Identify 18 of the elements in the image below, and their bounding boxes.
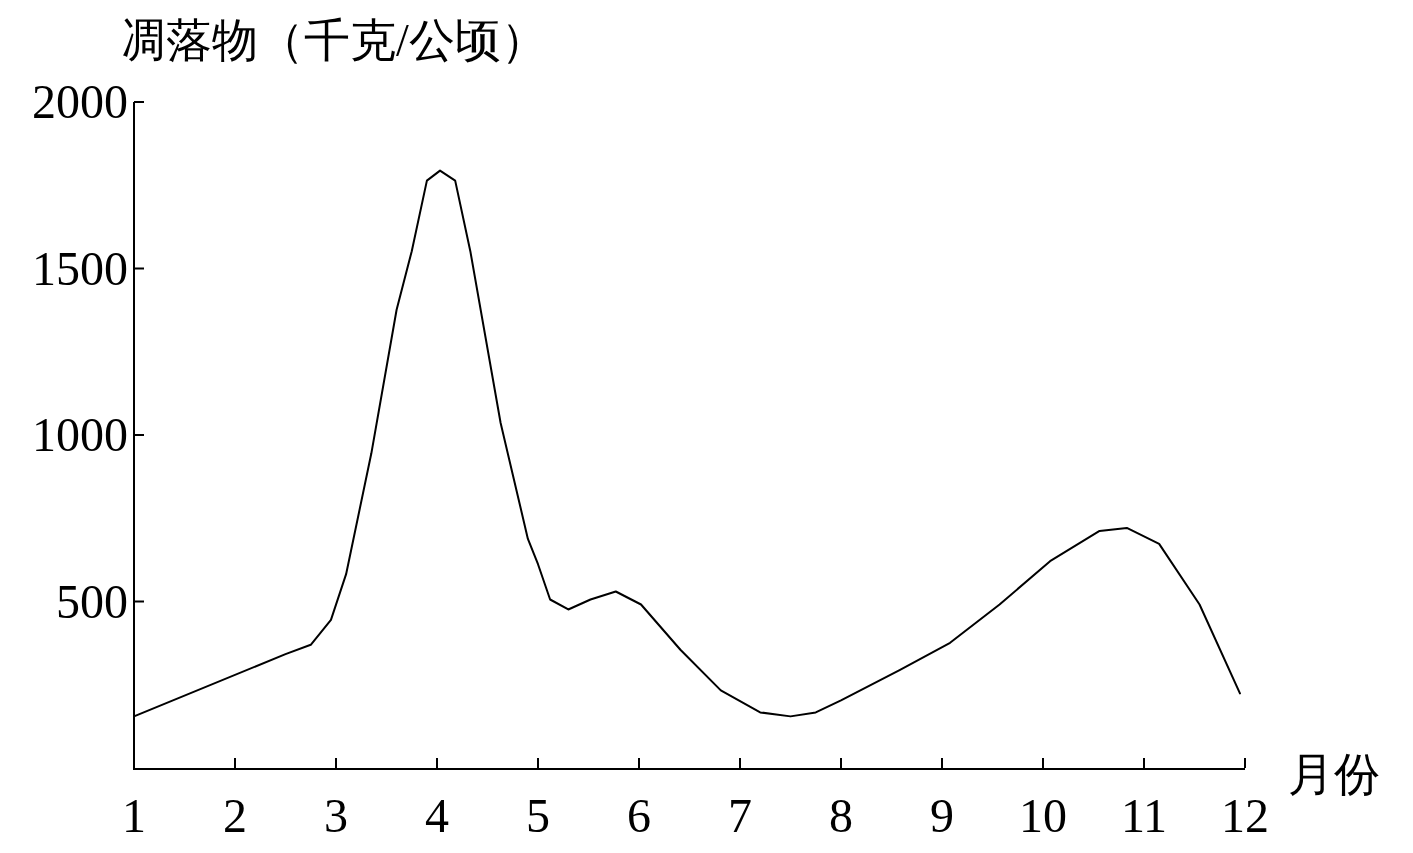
x-tick-label: 10 xyxy=(1019,789,1067,842)
x-tick-label: 6 xyxy=(627,789,651,842)
x-tick-label: 11 xyxy=(1120,789,1168,842)
y-tick-label: 2000 xyxy=(32,75,128,128)
x-tick-label: 7 xyxy=(728,789,752,842)
y-tick-label: 1000 xyxy=(32,408,128,461)
x-axis-title: 月份 xyxy=(1288,749,1380,800)
x-tick-label: 3 xyxy=(324,789,348,842)
x-tick-label: 2 xyxy=(223,789,247,842)
x-tick-label: 9 xyxy=(930,789,954,842)
x-tick-label: 4 xyxy=(425,789,449,842)
x-tick-label: 5 xyxy=(526,789,550,842)
x-tick-label: 1 xyxy=(122,789,146,842)
y-axis-title: 凋落物（千克/公顷） xyxy=(120,15,547,66)
x-tick-label: 12 xyxy=(1221,789,1269,842)
y-tick-label: 500 xyxy=(56,574,128,628)
x-tick-label: 8 xyxy=(829,789,853,842)
y-tick-label: 1500 xyxy=(32,241,128,295)
